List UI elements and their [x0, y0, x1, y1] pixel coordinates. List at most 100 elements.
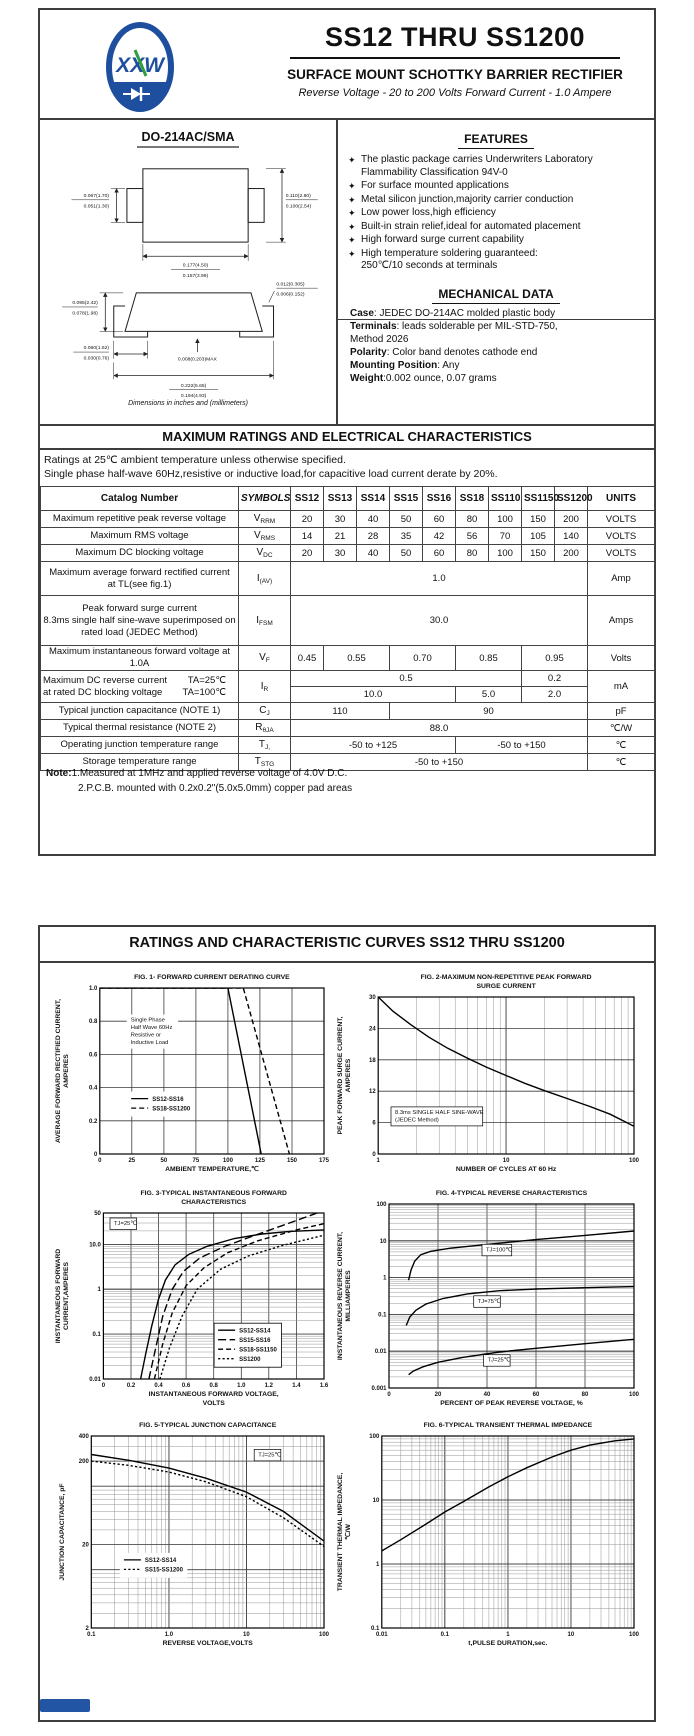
device-column-header: SS13 [323, 486, 357, 511]
svg-text:SS15-SS16: SS15-SS16 [239, 1338, 271, 1344]
svg-text:FIG. 5-TYPICAL JUNCTION CAPACI: FIG. 5-TYPICAL JUNCTION CAPACITANCE [139, 1422, 277, 1429]
fig3-chart: FIG. 3-TYPICAL INSTANTANEOUS FORWARD CHAR… [54, 1187, 336, 1419]
page1-frame: XXW SS12 THRU SS1200 SURFACE MOUNT SCHOT… [38, 8, 656, 856]
ratings-condition-1: Ratings at 25℃ ambient temperature unles… [44, 454, 346, 466]
svg-text:200: 200 [79, 1459, 90, 1465]
catalog-number-header: Catalog Number [40, 486, 239, 511]
svg-text:TRANSIENT THERMAL IMPEDANCE,℃/: TRANSIENT THERMAL IMPEDANCE,℃/W [337, 1473, 352, 1592]
dim-body-width-max: 0.177(4.50) [183, 263, 209, 269]
svg-text:400: 400 [79, 1434, 90, 1440]
svg-text:100: 100 [376, 1202, 387, 1208]
dim-overall-width-min: 0.194(4.93) [181, 393, 207, 399]
svg-text:1.6: 1.6 [320, 1383, 329, 1389]
feature-bullet-icon: ✦ [348, 248, 356, 259]
svg-text:125: 125 [255, 1158, 266, 1164]
svg-text:0.6: 0.6 [89, 1052, 98, 1058]
brand-logo-graphic: XXW [106, 22, 174, 112]
param-value: 50 [389, 510, 423, 528]
param-units: VOLTS [587, 544, 655, 562]
svg-text:10: 10 [373, 1498, 380, 1504]
param-name: Maximum average forward rectified curren… [40, 561, 239, 596]
fig5-svg: FIG. 5-TYPICAL JUNCTION CAPACITANCE TJ=25… [59, 1422, 330, 1647]
fig5-chart: FIG. 5-TYPICAL JUNCTION CAPACITANCE TJ=25… [54, 1419, 336, 1659]
svg-text:(JEDEC Method): (JEDEC Method) [395, 1117, 439, 1123]
svg-text:FIG. 3-TYPICAL INSTANTANEOUS F: FIG. 3-TYPICAL INSTANTANEOUS FORWARD [141, 1190, 287, 1197]
svg-text:1.2: 1.2 [265, 1383, 274, 1389]
svg-text:TJ=25℃: TJ=25℃ [488, 1358, 511, 1364]
logo-green-accent [133, 49, 148, 77]
param-units: Amps [587, 595, 655, 646]
mechanical-heading: MECHANICAL DATA [338, 286, 654, 304]
svg-text:INSTANTANEOUS FORWARD VOLTAGE,: INSTANTANEOUS FORWARD VOLTAGE, [149, 1391, 279, 1398]
feature-item: ✦ Built-in strain relief,ideal for automa… [348, 220, 581, 232]
svg-text:SS12-SS14: SS12-SS14 [239, 1329, 271, 1335]
param-value: -50 to +125 [290, 736, 456, 754]
svg-text:0.01: 0.01 [376, 1632, 388, 1638]
param-units: VOLTS [587, 527, 655, 545]
svg-text:100: 100 [223, 1158, 234, 1164]
svg-text:1: 1 [506, 1632, 510, 1638]
footer-brand-bar [40, 1699, 90, 1712]
svg-text:CHARACTERISTICS: CHARACTERISTICS [181, 1199, 246, 1206]
svg-text:24: 24 [369, 1026, 376, 1032]
svg-text:0.1: 0.1 [371, 1626, 380, 1632]
table-row: Typical junction capacitance (NOTE 1) CJ 1… [40, 702, 655, 720]
param-units: ℃ [587, 753, 655, 771]
svg-text:0.2: 0.2 [89, 1119, 98, 1125]
package-name: DO-214AC/SMA [40, 130, 336, 148]
device-column-header: SS110 [488, 486, 522, 511]
page2-frame: RATINGS AND CHARACTERISTIC CURVES SS12 T… [38, 925, 656, 1722]
param-symbol: IR [238, 670, 291, 703]
doc-subtitle: SURFACE MOUNT SCHOTTKY BARRIER RECTIFIER [287, 67, 623, 82]
mechanical-data-line: Polarity: Color band denotes cathode end [350, 346, 538, 358]
fig4-chart: FIG. 4-TYPICAL REVERSE CHARACTERISTICS TJ… [336, 1187, 646, 1419]
svg-text:10: 10 [243, 1632, 250, 1638]
param-value: 30 [323, 544, 357, 562]
param-value: 21 [323, 527, 357, 545]
svg-text:80: 80 [582, 1392, 589, 1398]
fig3-svg: FIG. 3-TYPICAL INSTANTANEOUS FORWARD CHAR… [55, 1190, 329, 1407]
svg-text:TJ=75℃: TJ=75℃ [478, 1299, 501, 1305]
svg-text:SS1200: SS1200 [239, 1357, 261, 1363]
svg-text:0: 0 [387, 1392, 391, 1398]
svg-text:REVERSE VOLTAGE,VOLTS: REVERSE VOLTAGE,VOLTS [163, 1640, 254, 1647]
svg-text:SS15-SS1200: SS15-SS1200 [145, 1568, 184, 1574]
param-value: 30 [323, 510, 357, 528]
feature-bullet-icon: ✦ [348, 221, 356, 232]
svg-text:20: 20 [82, 1543, 89, 1549]
param-value: 2.0 [521, 686, 588, 703]
feature-item: ✦ Low power loss,high efficiency [348, 207, 496, 218]
param-value: 140 [554, 527, 588, 545]
package-caption: Dimensions in inches and (millimeters) [128, 400, 248, 407]
param-value: 0.85 [455, 645, 522, 671]
svg-text:TJ=25℃: TJ=25℃ [258, 1452, 281, 1458]
param-symbol: VF [238, 645, 291, 671]
param-value: 90 [389, 702, 588, 720]
device-column-header: SS15 [389, 486, 423, 511]
dim-standoff-max: 0.008(0.203)MAX [178, 357, 218, 363]
param-value: 70 [488, 527, 522, 545]
param-value: 100 [488, 510, 522, 528]
param-value: -50 to +150 [455, 736, 588, 754]
dim-body-width-min: 0.157(3.99) [183, 273, 209, 279]
svg-text:0.2: 0.2 [127, 1383, 136, 1389]
svg-text:TJ=25℃: TJ=25℃ [114, 1221, 137, 1227]
note-line-1: Note:1.Measured at 1MHz and applied reve… [46, 768, 348, 779]
svg-text:10: 10 [568, 1632, 575, 1638]
svg-text:150: 150 [287, 1158, 298, 1164]
svg-text:0.4: 0.4 [154, 1383, 163, 1389]
dim-lead-thickness-min: 0.006(0.152) [276, 292, 305, 298]
device-column-header: SS18 [455, 486, 489, 511]
dim-body-height-max: 0.110(2.80) [286, 193, 311, 199]
ratings-condition-2: Single phase half-wave 60Hz,resistive or… [44, 468, 498, 480]
svg-text:25: 25 [128, 1158, 135, 1164]
svg-text:175: 175 [319, 1158, 330, 1164]
param-value: 0.55 [323, 645, 390, 671]
svg-text:FIG. 2-MAXIMUM NON-REPETITIVE: FIG. 2-MAXIMUM NON-REPETITIVE PEAK FORWA… [421, 974, 592, 981]
package-drawing-cell: DO-214AC/SMA 0.067(1.70) 0.051( [40, 120, 338, 426]
device-column-header: SS14 [356, 486, 390, 511]
param-value: 28 [356, 527, 390, 545]
feature-item: ✦ Metal silicon junction,majority carrier… [348, 193, 574, 205]
svg-text:1: 1 [377, 1158, 381, 1164]
feature-item: ✦ For surface mounted applications [348, 180, 509, 191]
